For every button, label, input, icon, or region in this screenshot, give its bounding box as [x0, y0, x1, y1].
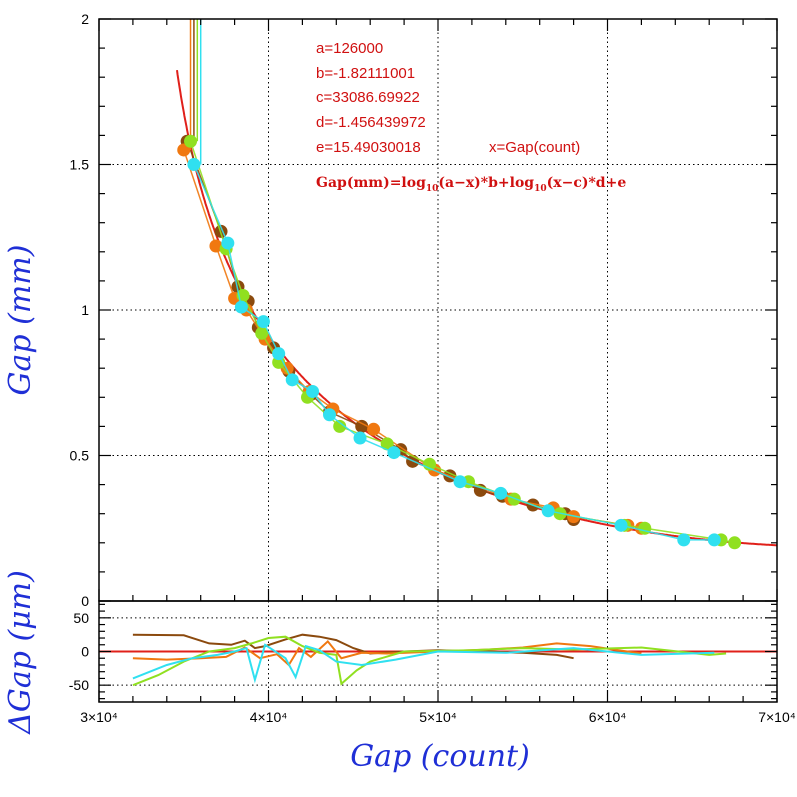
x-tick-label: 6×10⁴	[589, 709, 627, 725]
y-tick-label-bottom: 50	[73, 610, 89, 626]
param-b-label: b=-1.82111001	[316, 65, 415, 82]
series-point-3	[541, 504, 555, 518]
x-tick-label: 7×10⁴	[758, 709, 796, 725]
series-point-1	[177, 143, 191, 157]
formula-part-3: (x−c)*d+e	[547, 175, 627, 191]
series-point-3	[187, 158, 201, 171]
series-point-3	[707, 533, 721, 547]
series-point-3	[323, 408, 337, 422]
param-a-label: a=126000	[316, 40, 383, 57]
y-tick-label-bottom: -50	[69, 677, 89, 693]
y-tick-label-top: 1	[81, 302, 89, 318]
y-axis-title-bottom: ΔGap (μm)	[3, 570, 38, 735]
series-point-3	[453, 475, 467, 489]
top-panel-grid	[99, 19, 777, 601]
series-point-3	[677, 533, 691, 547]
y-tick-label-top: 1.5	[70, 157, 90, 173]
x-tick-label: 4×10⁴	[250, 709, 288, 725]
param-e-label: e=15.49030018	[316, 139, 421, 156]
series-point-2	[184, 134, 198, 148]
series-point-3	[221, 236, 235, 250]
formula-part-2: (a−x)*b+log	[438, 175, 534, 191]
series-point-3	[494, 486, 508, 500]
series-point-3	[256, 315, 270, 329]
series-point-3	[285, 373, 299, 387]
series-point-0	[355, 419, 369, 433]
fit-formula: Gap(mm)=log10(a−x)*b+log10(x−c)*d+e	[316, 175, 626, 194]
series-layer	[132, 19, 742, 687]
formula-sub-1: 10	[426, 184, 439, 194]
y-axis-title-top: Gap (mm)	[3, 245, 38, 396]
series-trace-3	[193, 164, 715, 541]
series-point-3	[306, 384, 320, 398]
y-tick-label-top: 0.5	[70, 448, 90, 464]
series-point-2	[507, 492, 521, 506]
series-point-3	[234, 300, 248, 314]
y-tick-label-top: 2	[81, 11, 89, 27]
x-tick-label: 5×10⁴	[419, 709, 457, 725]
series-point-2	[255, 326, 269, 340]
series-point-2	[333, 419, 347, 433]
formula-part-1: Gap(mm)=log	[316, 175, 426, 191]
series-point-2	[380, 437, 394, 451]
x-definition-label: x=Gap(count)	[489, 139, 580, 156]
series-point-3	[387, 446, 401, 460]
param-d-label: d=-1.456439972	[316, 114, 426, 131]
param-c-label: c=33086.69922	[316, 89, 420, 106]
formula-sub-2: 10	[534, 184, 547, 194]
series-point-2	[638, 521, 652, 535]
series-point-3	[272, 347, 286, 361]
x-tick-label: 3×10⁴	[80, 709, 118, 725]
y-tick-label-top: 0	[81, 593, 89, 609]
residual-line-3	[132, 643, 715, 684]
series-point-2	[728, 536, 742, 550]
series-point-1	[209, 239, 223, 253]
series-point-1	[367, 422, 381, 436]
series-point-3	[614, 518, 628, 532]
x-axis-title: Gap (count)	[350, 739, 530, 774]
y-tick-label-bottom: 0	[81, 644, 89, 660]
series-point-3	[353, 431, 367, 445]
